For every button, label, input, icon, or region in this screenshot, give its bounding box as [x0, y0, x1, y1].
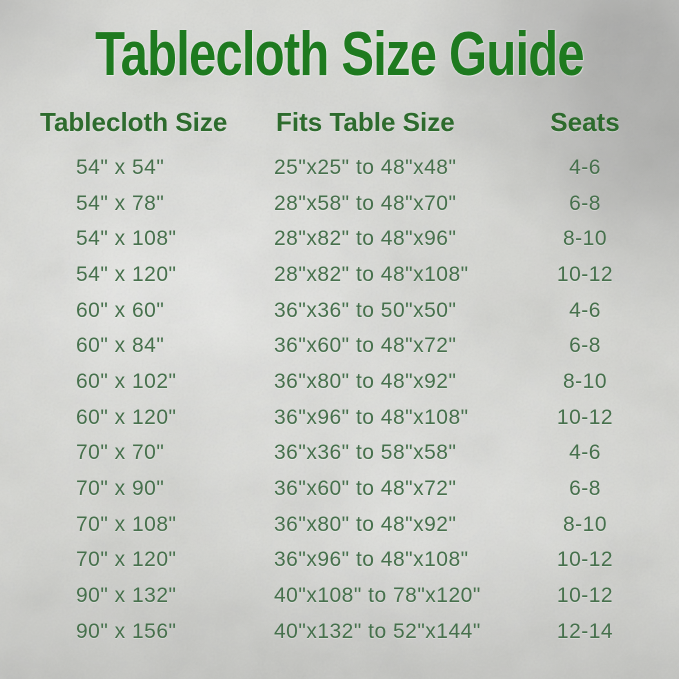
cell-fits-table-size: 36"x36" to 58"x58" [274, 441, 457, 465]
cell-seats: 4-6 [569, 298, 601, 322]
table-row: 54" x 108" 28"x82" to 48"x96" 8-10 [40, 221, 660, 257]
cell-seats: 10-12 [556, 584, 614, 608]
cell-tablecloth-size: 70" x 90" [76, 477, 165, 501]
table-body: 54" x 54" 25"x25" to 48"x48" 4-6 54" x 78" 2… [40, 150, 660, 650]
cell-tablecloth-size: 60" x 84" [76, 334, 165, 358]
cell-fits-table-size: 28"x58" to 48"x70" [274, 191, 457, 215]
cell-fits-table-size: 28"x82" to 48"x108" [274, 262, 469, 286]
cell-tablecloth-size: 54" x 108" [76, 227, 177, 251]
cell-seats: 8-10 [562, 227, 608, 251]
cell-seats: 10-12 [556, 262, 614, 286]
cell-fits-table-size: 36"x96" to 48"x108" [274, 548, 469, 572]
column-header-tablecloth-size: Tablecloth Size [40, 106, 228, 137]
cell-fits-table-size: 36"x60" to 48"x72" [274, 334, 457, 358]
cell-seats: 4-6 [569, 441, 601, 465]
cell-seats: 6-8 [569, 334, 601, 358]
cell-seats: 12-14 [556, 619, 614, 643]
cell-fits-table-size: 36"x36" to 50"x50" [274, 298, 457, 322]
table-row: 60" x 120" 36"x96" to 48"x108" 10-12 [40, 400, 660, 436]
cell-seats: 6-8 [569, 191, 601, 215]
cell-tablecloth-size: 70" x 70" [76, 441, 165, 465]
table-row: 70" x 70" 36"x36" to 58"x58" 4-6 [40, 436, 660, 472]
page-title: Tablecloth Size Guide [95, 20, 585, 89]
table-row: 70" x 90" 36"x60" to 48"x72" 6-8 [40, 471, 660, 507]
cell-tablecloth-size: 54" x 54" [76, 155, 165, 179]
cell-fits-table-size: 36"x96" to 48"x108" [274, 405, 469, 429]
cell-fits-table-size: 36"x80" to 48"x92" [274, 369, 457, 393]
table-row: 54" x 120" 28"x82" to 48"x108" 10-12 [40, 257, 660, 293]
cell-tablecloth-size: 54" x 120" [76, 262, 177, 286]
cell-seats: 8-10 [562, 512, 608, 536]
cell-tablecloth-size: 54" x 78" [76, 191, 165, 215]
cell-tablecloth-size: 60" x 102" [76, 369, 177, 393]
column-header-seats: Seats [550, 106, 620, 137]
table-row: 60" x 102" 36"x80" to 48"x92" 8-10 [40, 364, 660, 400]
table-row: 90" x 156" 40"x132" to 52"x144" 12-14 [40, 614, 660, 650]
cell-seats: 10-12 [556, 405, 614, 429]
cell-fits-table-size: 40"x108" to 78"x120" [274, 584, 481, 608]
table-row: 54" x 78" 28"x58" to 48"x70" 6-8 [40, 186, 660, 222]
cell-tablecloth-size: 60" x 60" [76, 298, 165, 322]
table-row: 90" x 132" 40"x108" to 78"x120" 10-12 [40, 578, 660, 614]
table-row: 70" x 108" 36"x80" to 48"x92" 8-10 [40, 507, 660, 543]
size-guide-table: Tablecloth Size Fits Table Size Seats 54… [40, 105, 660, 650]
cell-tablecloth-size: 90" x 156" [76, 619, 177, 643]
table-header-row: Tablecloth Size Fits Table Size Seats [40, 105, 660, 139]
cell-fits-table-size: 40"x132" to 52"x144" [274, 619, 481, 643]
cell-tablecloth-size: 70" x 108" [76, 512, 177, 536]
cell-fits-table-size: 36"x80" to 48"x92" [274, 512, 457, 536]
table-row: 54" x 54" 25"x25" to 48"x48" 4-6 [40, 150, 660, 186]
column-header-fits-table-size: Fits Table Size [276, 106, 455, 137]
cell-fits-table-size: 36"x60" to 48"x72" [274, 477, 457, 501]
cell-tablecloth-size: 90" x 132" [76, 584, 177, 608]
cell-seats: 6-8 [569, 477, 601, 501]
cell-tablecloth-size: 60" x 120" [76, 405, 177, 429]
cell-seats: 8-10 [562, 369, 608, 393]
cell-seats: 4-6 [569, 155, 601, 179]
cell-fits-table-size: 25"x25" to 48"x48" [274, 155, 457, 179]
table-row: 60" x 60" 36"x36" to 50"x50" 4-6 [40, 293, 660, 329]
cell-tablecloth-size: 70" x 120" [76, 548, 177, 572]
cell-seats: 10-12 [556, 548, 614, 572]
table-row: 70" x 120" 36"x96" to 48"x108" 10-12 [40, 543, 660, 579]
cell-fits-table-size: 28"x82" to 48"x96" [274, 227, 457, 251]
table-row: 60" x 84" 36"x60" to 48"x72" 6-8 [40, 328, 660, 364]
